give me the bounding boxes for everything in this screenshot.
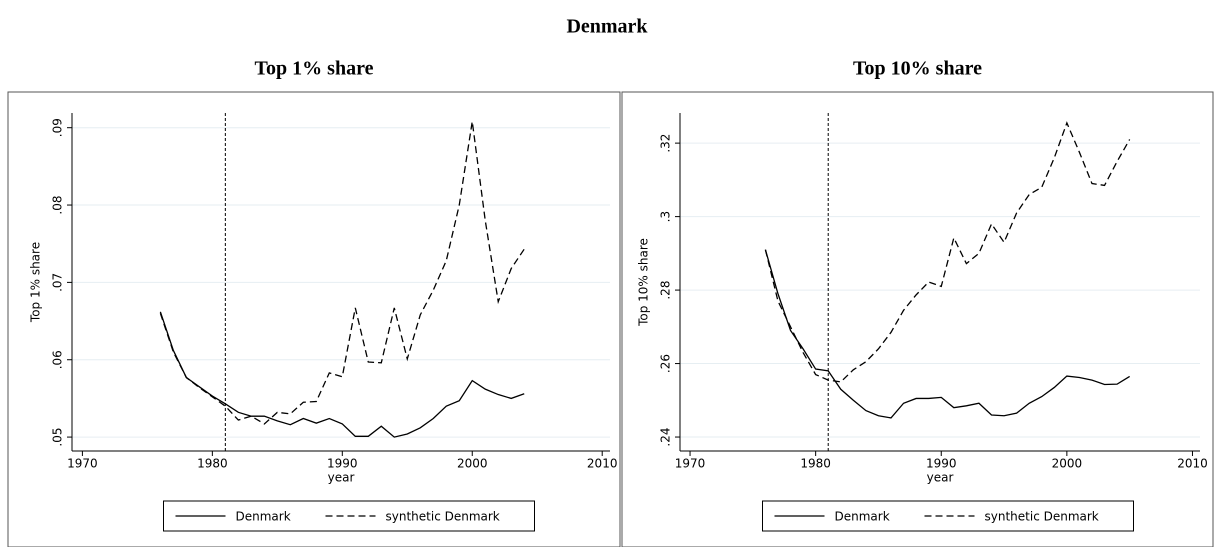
x-tick-label: 1990 xyxy=(926,457,957,471)
figure-title: Denmark xyxy=(566,16,648,38)
subplot-title: Top 1% share xyxy=(255,58,374,80)
x-tick-label: 1980 xyxy=(197,457,228,471)
x-tick-label: 1990 xyxy=(327,457,358,471)
y-tick-label: .08 xyxy=(51,195,65,214)
series-line xyxy=(764,249,1131,419)
legend-label: Denmark xyxy=(236,510,291,524)
legend-label: synthetic Denmark xyxy=(386,510,500,524)
y-tick-label: .05 xyxy=(51,428,65,447)
x-tick-label: 1970 xyxy=(67,457,98,471)
subplot-title: Top 10% share xyxy=(853,58,982,80)
series-line xyxy=(764,121,1131,383)
y-tick-label: .26 xyxy=(659,354,673,373)
series-line xyxy=(159,121,525,425)
plot-area xyxy=(680,113,1200,451)
y-tick-label: .06 xyxy=(51,350,65,369)
y-axis-label: Top 10% share xyxy=(637,238,651,327)
y-tick-label: .24 xyxy=(659,427,673,446)
x-axis-label: year xyxy=(927,471,954,485)
legend-label: Denmark xyxy=(835,510,890,524)
y-tick-label: .32 xyxy=(659,134,673,153)
y-tick-label: .09 xyxy=(51,118,65,137)
x-tick-label: 2000 xyxy=(457,457,488,471)
legend-label: synthetic Denmark xyxy=(985,510,1099,524)
y-tick-label: .3 xyxy=(659,211,673,222)
x-tick-label: 2000 xyxy=(1052,457,1083,471)
y-tick-label: .07 xyxy=(51,273,65,292)
y-tick-label: .28 xyxy=(659,281,673,300)
x-tick-label: 1970 xyxy=(675,457,706,471)
series-line xyxy=(159,311,525,438)
y-axis-label: Top 1% share xyxy=(29,242,43,323)
x-tick-label: 2010 xyxy=(1177,457,1208,471)
x-tick-label: 2010 xyxy=(587,457,618,471)
x-tick-label: 1980 xyxy=(800,457,831,471)
x-axis-label: year xyxy=(328,471,355,485)
